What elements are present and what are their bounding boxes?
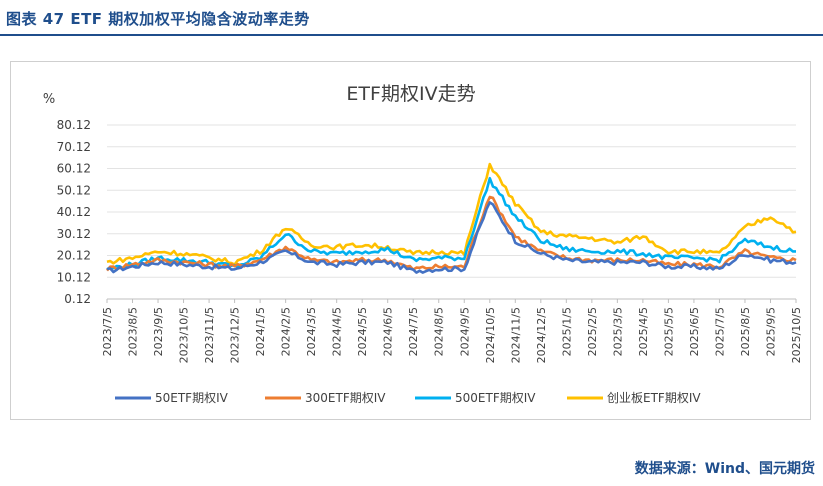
y-tick-labels: 80.12 70.12 60.12 50.12 40.12 30.12 20.12 10.12…: [57, 118, 91, 306]
x-tick-label: 2023/9/5: [152, 307, 165, 356]
x-tick-label: 2024/8/5: [433, 307, 446, 356]
x-tick-label: 2025/9/5: [764, 307, 777, 356]
x-tick-label: 2024/9/5: [458, 307, 471, 356]
x-tick-label: 2023/12/5: [229, 307, 242, 363]
legend-label: 300ETF期权IV: [305, 391, 386, 405]
legend-label: 500ETF期权IV: [455, 391, 536, 405]
x-tick-label: 2025/2/5: [586, 307, 599, 356]
x-tick-label: 2025/5/5: [662, 307, 675, 356]
legend: 50ETF期权IV 300ETF期权IV 500ETF期权IV 创业板ETF期权IV: [115, 391, 701, 405]
x-tick-label: 2024/10/5: [484, 307, 497, 363]
x-tick-label: 2023/7/5: [101, 307, 114, 356]
series-line-2: [106, 176, 796, 271]
x-tick-label: 2025/7/5: [713, 307, 726, 356]
figure-caption: 图表 47 ETF 期权加权平均隐含波动率走势: [6, 10, 310, 28]
legend-label: 创业板ETF期权IV: [607, 391, 701, 405]
iv-line-chart: ETF期权IV走势 % 80.12 70.12 60.12 50.12 40.12 30.…: [43, 83, 803, 405]
x-tick-label: 2024/2/5: [280, 307, 293, 356]
y-tick-label: 70.12: [57, 140, 91, 154]
x-tick-label: 2024/12/5: [535, 307, 548, 363]
y-axis-unit: %: [43, 92, 55, 107]
x-tick-label: 2023/10/5: [178, 307, 191, 363]
x-tick-label: 2024/7/5: [407, 307, 420, 356]
x-tick-label: 2023/11/5: [203, 307, 216, 363]
series-lines: [105, 162, 797, 274]
y-tick-label: 20.12: [57, 249, 91, 263]
series-line-3: [106, 162, 797, 266]
chart-title: ETF期权IV走势: [346, 83, 475, 105]
x-tick-labels: 2023/7/5 2023/8/5 2023/9/5 2023/10/5 2023/11…: [101, 299, 803, 363]
y-tick-label: 60.12: [57, 162, 91, 176]
y-tick-label: 80.12: [57, 118, 91, 132]
data-source: 数据来源：Wind、国元期货: [634, 461, 815, 477]
y-tick-label: 50.12: [57, 183, 91, 197]
chart-frame: ETF期权IV走势 % 80.12 70.12 60.12 50.12 40.12 30.…: [10, 61, 811, 420]
x-tick-label: 2024/3/5: [305, 307, 318, 356]
x-tick-label: 2024/11/5: [509, 307, 522, 363]
x-tick-label: 2025/4/5: [637, 307, 650, 356]
x-tick-label: 2025/6/5: [688, 307, 701, 356]
x-tick-label: 2024/6/5: [382, 307, 395, 356]
x-tick-label: 2024/1/5: [254, 307, 267, 356]
gridlines: [107, 124, 796, 300]
y-tick-label: 0.12: [64, 292, 91, 306]
x-tick-label: 2024/4/5: [331, 307, 344, 356]
y-tick-label: 10.12: [57, 270, 91, 284]
caption-divider: [0, 34, 823, 36]
x-tick-label: 2025/1/5: [560, 307, 573, 356]
x-tick-label: 2023/8/5: [127, 307, 140, 356]
series-line-0: [106, 201, 797, 274]
legend-label: 50ETF期权IV: [155, 391, 229, 405]
y-tick-label: 30.12: [57, 227, 91, 241]
x-tick-label: 2024/5/5: [356, 307, 369, 356]
y-tick-label: 40.12: [57, 205, 91, 219]
x-tick-label: 2025/10/5: [790, 307, 803, 363]
x-tick-label: 2025/8/5: [739, 307, 752, 356]
x-tick-label: 2025/3/5: [611, 307, 624, 356]
